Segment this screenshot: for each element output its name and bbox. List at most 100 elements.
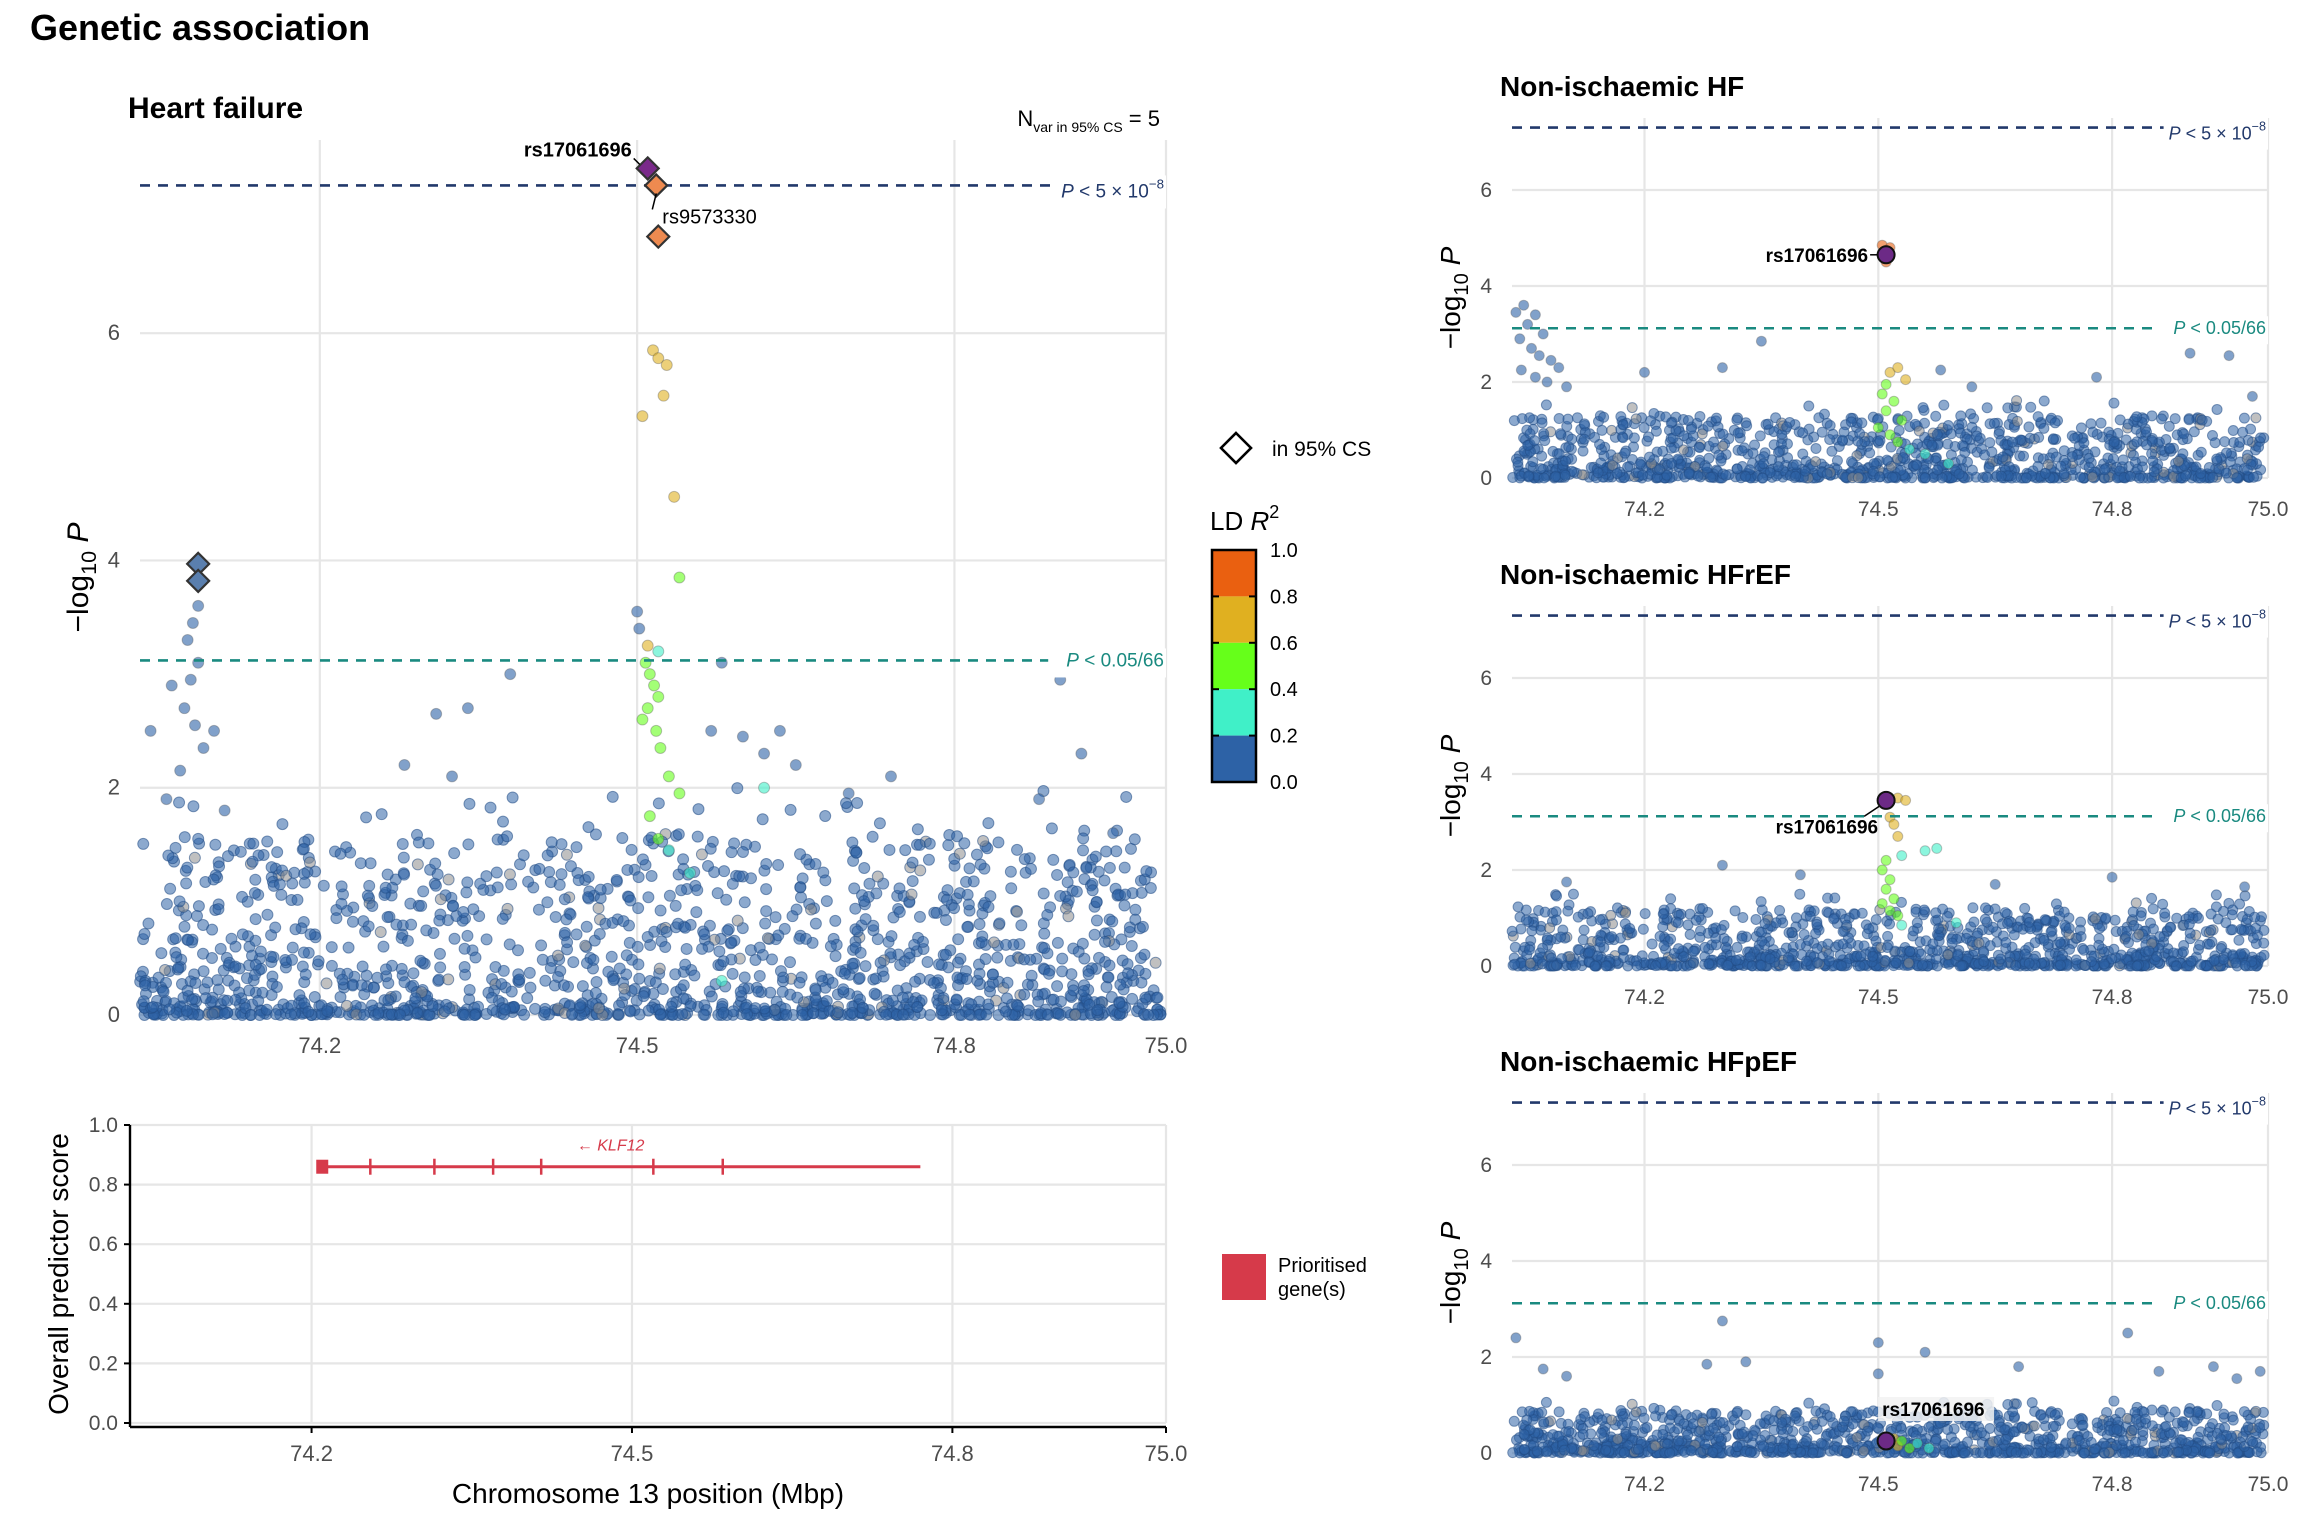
- snp-point: [2234, 898, 2246, 910]
- snp-point: [824, 940, 837, 953]
- snp-point: [1980, 902, 1992, 914]
- snp-point: [377, 940, 390, 953]
- snp-point: [461, 929, 474, 942]
- snp-point: [853, 972, 866, 985]
- snp-point: [796, 872, 809, 885]
- y-tick-label: 2: [1480, 1346, 1492, 1369]
- snp-point: [1642, 431, 1654, 443]
- snp-point: [820, 895, 833, 908]
- snp-point: [950, 993, 963, 1006]
- snp-point: [379, 881, 392, 894]
- snp-point: [467, 903, 480, 916]
- snp-point: [897, 1008, 910, 1021]
- snp-point: [2091, 371, 2103, 383]
- snp-point: [1836, 960, 1848, 972]
- snp-point: [139, 979, 152, 992]
- snp-point: [1518, 1428, 1530, 1440]
- snp-point: [1628, 432, 1640, 444]
- snp-point: [1720, 469, 1732, 481]
- snp-point: [1930, 410, 1942, 422]
- x-tick-label: 74.8: [2092, 498, 2133, 521]
- snp-point: [1821, 468, 1833, 480]
- snp-point: [970, 848, 983, 861]
- snp-point: [2188, 426, 2200, 438]
- snp-point: [758, 747, 771, 760]
- snp-point: [741, 1008, 754, 1021]
- label-leader: [1863, 805, 1880, 818]
- snp-point: [1797, 427, 1809, 439]
- snp-point: [602, 965, 615, 978]
- snp-point: [197, 965, 210, 978]
- snp-point: [905, 888, 918, 901]
- snp-point: [1807, 1447, 1819, 1459]
- snp-point: [2204, 1447, 2216, 1459]
- snp-point: [1004, 865, 1017, 878]
- snp-point: [913, 838, 926, 851]
- snp-point: [791, 991, 804, 1004]
- snp-point: [1507, 1447, 1519, 1459]
- snp-point: [1717, 1417, 1729, 1429]
- snp-point: [2091, 1417, 2103, 1429]
- x-tick-label: 74.2: [1624, 498, 1665, 521]
- snp-point: [1705, 471, 1717, 483]
- snp-point: [809, 983, 822, 996]
- snp-point: [1103, 861, 1116, 874]
- snp-point: [1837, 938, 1849, 950]
- snp-point: [447, 900, 460, 913]
- snp-point: [1935, 364, 1947, 376]
- snp-point: [698, 928, 711, 941]
- snp-point: [1119, 888, 1132, 901]
- snp-point: [178, 920, 191, 933]
- snp-point: [1781, 421, 1793, 433]
- snp-point: [1122, 967, 1135, 980]
- snp-point: [1953, 468, 1965, 480]
- snp-point: [1151, 991, 1164, 1004]
- snp-point: [2023, 916, 2035, 928]
- snp-point: [960, 973, 973, 986]
- lead-snp-marker: [1876, 790, 1896, 810]
- snp-point: [1888, 818, 1900, 830]
- snp-point: [1118, 861, 1131, 874]
- bonferroni-threshold-label: P < 0.05/66: [2173, 318, 2266, 338]
- snp-point: [2098, 1447, 2110, 1459]
- snp-point: [2010, 1447, 2022, 1459]
- snp-point: [1884, 429, 1896, 441]
- snp-point: [1077, 985, 1090, 998]
- snp-point: [2246, 390, 2258, 402]
- snp-point: [1789, 960, 1801, 972]
- snp-point: [1687, 957, 1699, 969]
- snp-point: [304, 928, 317, 941]
- snp-point: [962, 898, 975, 911]
- snp-point: [1638, 366, 1650, 378]
- snp-point: [2208, 955, 2220, 967]
- snp-point: [155, 947, 168, 960]
- genome-threshold-label: P < 5 × 10−8: [2169, 608, 2266, 632]
- snp-point: [2079, 959, 2091, 971]
- snp-point: [142, 917, 155, 930]
- snp-point: [2054, 959, 2066, 971]
- snp-point: [1723, 1445, 1735, 1457]
- snp-point: [624, 1005, 637, 1018]
- snp-point: [772, 929, 785, 942]
- snp-point: [2122, 418, 2134, 430]
- snp-point: [1703, 958, 1715, 970]
- snp-point: [1782, 452, 1794, 464]
- snp-point: [1641, 1422, 1653, 1434]
- snp-point: [312, 955, 325, 968]
- snp-point: [2192, 912, 2204, 924]
- snp-point: [2173, 1446, 2185, 1458]
- snp-point: [704, 842, 717, 855]
- snp-point: [1880, 405, 1892, 417]
- snp-point: [784, 956, 797, 969]
- snp-point: [181, 861, 194, 874]
- snp-point: [738, 896, 751, 909]
- snp-point: [2025, 401, 2037, 413]
- snp-point: [469, 951, 482, 964]
- snp-point: [2039, 468, 2051, 480]
- snp-point: [1966, 464, 1978, 476]
- x-tick-label: 74.5: [1858, 1473, 1899, 1496]
- snp-point: [501, 902, 514, 915]
- snp-point: [1717, 440, 1729, 452]
- snp-point: [631, 940, 644, 953]
